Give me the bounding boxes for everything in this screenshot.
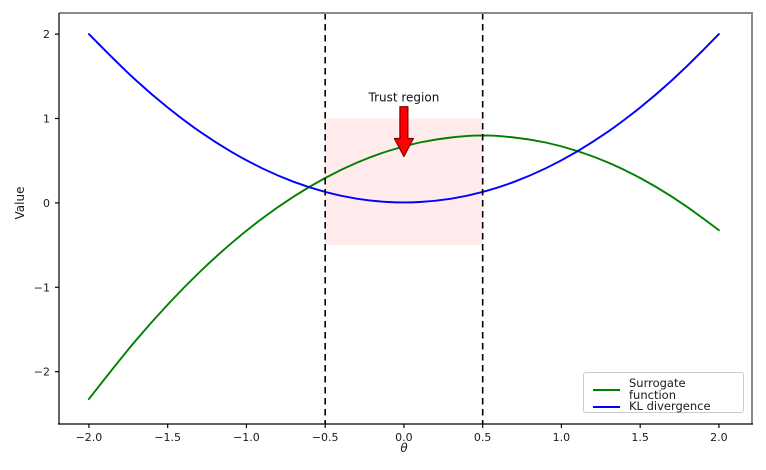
series-line-surrogate <box>87 134 720 401</box>
legend-line-blue <box>593 405 620 408</box>
legend-item-surrogate: Surrogate function <box>593 376 734 402</box>
legend-line-green <box>593 388 620 391</box>
legend-label: Surrogate function <box>629 376 686 402</box>
y-tick-label: −1 <box>34 281 50 294</box>
y-tick-label: 1 <box>43 112 50 125</box>
x-tick-label: −1.5 <box>154 431 181 444</box>
x-tick-label: 0.0 <box>395 431 413 444</box>
trust-region-arrow <box>393 106 414 158</box>
trust-region-label: Trust region <box>368 91 440 105</box>
legend-item-kl: KL divergence <box>593 399 734 413</box>
x-tick-label: −1.0 <box>233 431 260 444</box>
x-tick-label: 1.5 <box>631 431 649 444</box>
y-tick-label: 2 <box>43 28 50 41</box>
legend: Surrogate function KL divergence <box>583 372 744 413</box>
x-tick-label: 0.5 <box>474 431 492 444</box>
legend-label: KL divergence <box>629 399 711 413</box>
x-axis-label: θ <box>400 441 408 455</box>
x-tick-label: 2.0 <box>710 431 728 444</box>
x-tick-label: −0.5 <box>312 431 339 444</box>
series-line-kl <box>87 33 720 204</box>
x-tick-label: −2.0 <box>76 431 103 444</box>
y-axis-label: Value <box>13 186 27 220</box>
y-tick-label: −2 <box>34 366 50 379</box>
y-tick-label: 0 <box>43 197 50 210</box>
x-tick-label: 1.0 <box>553 431 571 444</box>
